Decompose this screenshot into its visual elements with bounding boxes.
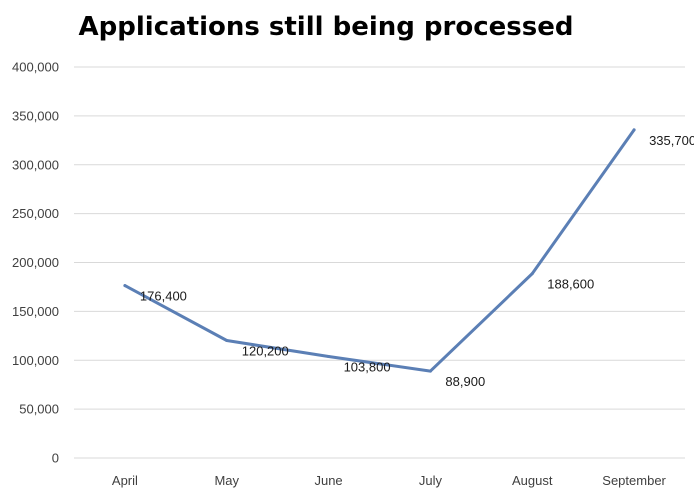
data-point xyxy=(428,369,432,373)
data-point xyxy=(530,272,534,276)
data-labels: 176,400 120,200 103,800 88,900 188,600 335,70… xyxy=(140,133,694,389)
y-tick-label: 400,000 xyxy=(12,60,59,75)
data-label: 88,900 xyxy=(445,374,485,389)
data-label: 120,200 xyxy=(242,344,289,359)
x-tick-label: April xyxy=(112,473,138,488)
y-tick-label: 350,000 xyxy=(12,108,59,123)
y-axis-tick-labels: 0 50,000 100,000 150,000 200,000 250,000 300,0… xyxy=(12,60,59,466)
data-point xyxy=(225,339,229,343)
series-line xyxy=(123,128,636,373)
gridlines xyxy=(74,66,685,459)
y-tick-label: 50,000 xyxy=(19,402,59,417)
data-points xyxy=(123,128,636,373)
x-axis-tick-labels: April May June July August September xyxy=(112,473,667,488)
x-tick-label: July xyxy=(419,473,443,488)
x-tick-label: September xyxy=(602,473,666,488)
data-label: 103,800 xyxy=(344,360,391,375)
y-tick-label: 150,000 xyxy=(12,304,59,319)
y-tick-label: 250,000 xyxy=(12,206,59,221)
y-tick-label: 100,000 xyxy=(12,353,59,368)
data-point xyxy=(123,284,127,288)
data-point xyxy=(632,128,636,132)
data-label: 188,600 xyxy=(547,277,594,292)
x-tick-label: August xyxy=(512,473,553,488)
data-label: 335,700 xyxy=(649,133,694,148)
data-label: 176,400 xyxy=(140,289,187,304)
chart-title: Applications still being processed xyxy=(78,12,574,42)
series-polyline xyxy=(123,128,636,373)
x-tick-label: May xyxy=(214,473,239,488)
y-tick-label: 200,000 xyxy=(12,255,59,270)
y-tick-label: 300,000 xyxy=(12,157,59,172)
y-tick-label: 0 xyxy=(52,451,59,466)
data-point xyxy=(327,355,331,359)
x-tick-label: June xyxy=(314,473,342,488)
